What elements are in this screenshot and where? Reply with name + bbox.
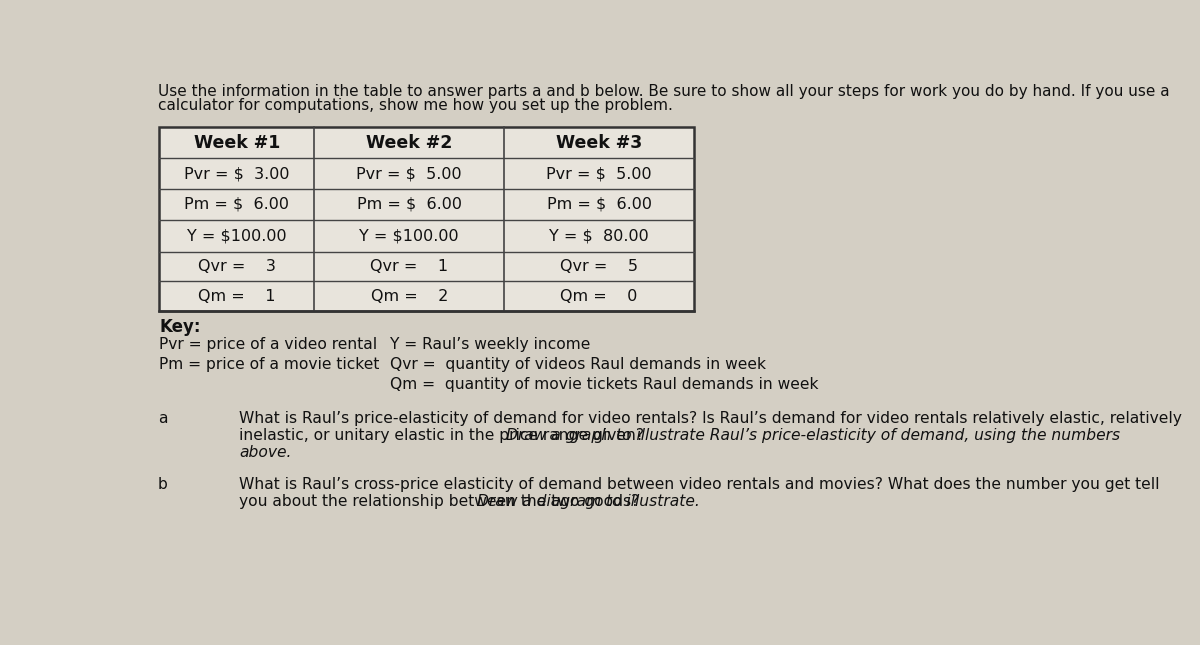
Text: Pm = $  6.00: Pm = $ 6.00 [547,197,652,212]
Text: Week #2: Week #2 [366,134,452,152]
Text: Pm = $  6.00: Pm = $ 6.00 [185,197,289,212]
Text: Y = $100.00: Y = $100.00 [360,228,460,244]
Text: Key:: Key: [160,319,200,337]
FancyBboxPatch shape [160,128,694,311]
Text: Use the information in the table to answer parts a and b below. Be sure to show : Use the information in the table to answ… [157,84,1169,99]
Text: Pvr = $  5.00: Pvr = $ 5.00 [546,166,652,181]
Text: b: b [157,477,168,492]
Text: Pvr = price of a video rental: Pvr = price of a video rental [160,337,378,352]
Text: Qm =    0: Qm = 0 [560,288,638,304]
Text: Pvr = $  3.00: Pvr = $ 3.00 [184,166,289,181]
Text: Qvr =  quantity of videos Raul demands in week: Qvr = quantity of videos Raul demands in… [390,357,767,372]
Text: Draw a diagram to illustrate.: Draw a diagram to illustrate. [478,494,700,509]
Text: inelastic, or unitary elastic in the price range given?: inelastic, or unitary elastic in the pri… [239,428,649,442]
Text: above.: above. [239,444,292,460]
Text: a: a [157,411,167,426]
Text: Pm = price of a movie ticket: Pm = price of a movie ticket [160,357,379,372]
Text: calculator for computations, show me how you set up the problem.: calculator for computations, show me how… [157,98,673,113]
Text: Y = Raul’s weekly income: Y = Raul’s weekly income [390,337,590,352]
Text: you about the relationship between the two goods?: you about the relationship between the t… [239,494,644,509]
Text: Qm =    2: Qm = 2 [371,288,448,304]
Text: Qm =    1: Qm = 1 [198,288,276,304]
Text: Draw a graph to illustrate Raul’s price-elasticity of demand, using the numbers: Draw a graph to illustrate Raul’s price-… [506,428,1120,442]
Text: Y = $  80.00: Y = $ 80.00 [550,228,649,244]
Text: What is Raul’s cross-price elasticity of demand between video rentals and movies: What is Raul’s cross-price elasticity of… [239,477,1159,492]
Text: Week #3: Week #3 [556,134,642,152]
Text: What is Raul’s price-elasticity of demand for video rentals? Is Raul’s demand fo: What is Raul’s price-elasticity of deman… [239,411,1182,426]
Text: Qvr =    1: Qvr = 1 [370,259,449,274]
Text: Pvr = $  5.00: Pvr = $ 5.00 [356,166,462,181]
Text: Y = $100.00: Y = $100.00 [187,228,287,244]
Text: Pm = $  6.00: Pm = $ 6.00 [356,197,462,212]
Text: Qvr =    5: Qvr = 5 [560,259,638,274]
Text: Qvr =    3: Qvr = 3 [198,259,276,274]
Text: Week #1: Week #1 [193,134,280,152]
Text: Qm =  quantity of movie tickets Raul demands in week: Qm = quantity of movie tickets Raul dema… [390,377,818,392]
